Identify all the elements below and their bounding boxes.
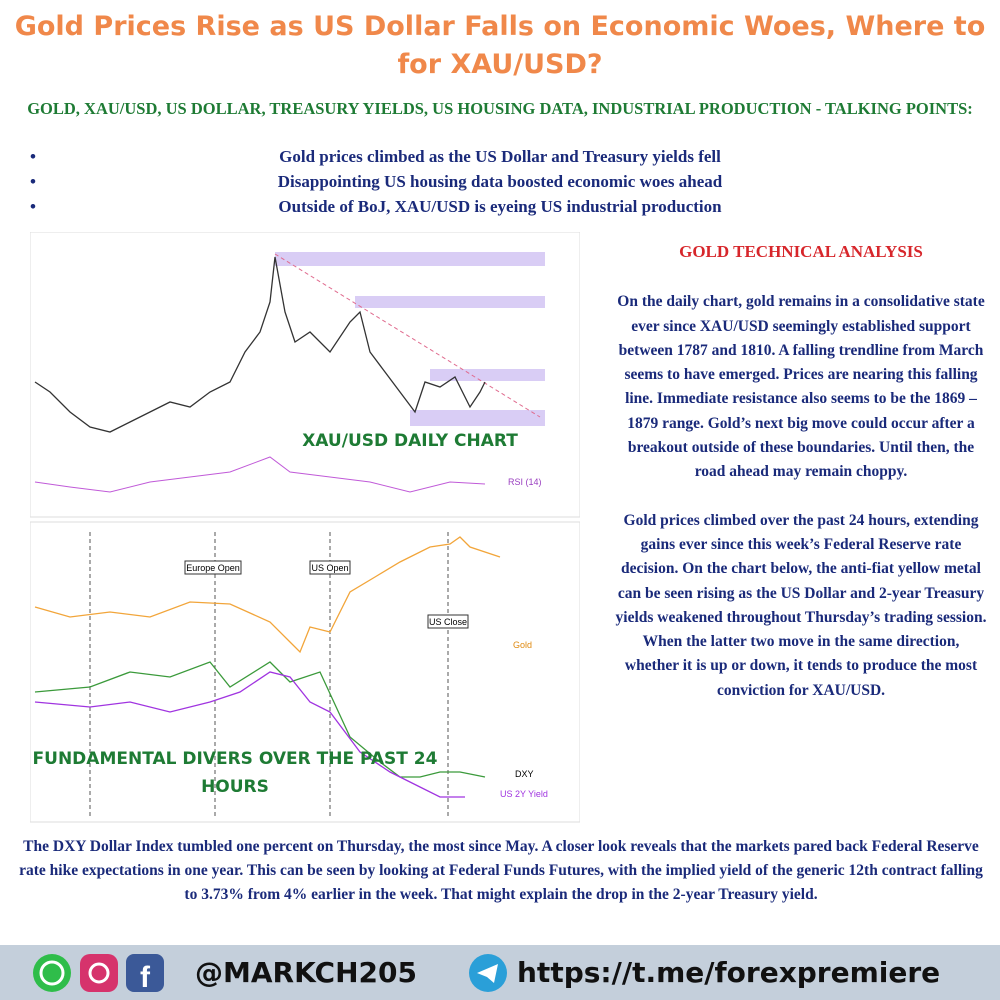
intraday-chart-frame xyxy=(30,521,580,823)
icon-shape: f xyxy=(140,961,151,994)
subtitle: GOLD, XAU/USD, US DOLLAR, TREASURY YIELD… xyxy=(27,99,973,118)
zone xyxy=(430,369,545,381)
marker-box xyxy=(184,560,242,575)
trendline xyxy=(274,253,541,418)
marker-box xyxy=(427,614,469,629)
footer: f @MARKCH205 https://t.me/forexpremiere xyxy=(0,945,1000,1000)
legend: US 2Y Yield xyxy=(500,789,548,799)
chart-label: XAU/USD DAILY CHART xyxy=(302,431,518,451)
bullet: • Disappointing US housing data boosted e… xyxy=(30,172,723,191)
icon-shape xyxy=(33,954,71,992)
body-paragraph: The DXY Dollar Index tumbled one percent… xyxy=(19,838,983,903)
paragraph: On the daily chart, gold remains in a co… xyxy=(617,293,985,481)
link[interactable]: https://t.me/forexpremiere xyxy=(517,956,941,989)
paragraph: Gold prices climbed over the past 24 hou… xyxy=(615,511,987,699)
marker-box xyxy=(309,560,351,575)
bullet: • Gold prices climbed as the US Dollar an… xyxy=(30,147,721,166)
title: Gold Prices Rise as US Dollar Falls on E… xyxy=(14,11,986,80)
zone xyxy=(410,410,545,426)
legend: DXY xyxy=(515,769,534,779)
telegram-icon xyxy=(469,954,507,992)
chart-images: RSI (14) Europe Open US Open US Close Go… xyxy=(30,232,580,823)
bullet: • Outside of BoJ, XAU/USD is eyeing US in… xyxy=(30,197,722,216)
analysis-heading: GOLD TECHNICAL ANALYSIS xyxy=(679,242,923,261)
icon-shape xyxy=(126,954,164,992)
icon-shape xyxy=(80,954,118,992)
chart-label: FUNDAMENTAL DIVERS OVER THE PAST 24 HOUR… xyxy=(32,749,438,797)
indicator-label: RSI (14) xyxy=(508,477,542,487)
price-line xyxy=(34,256,486,433)
dxy-line xyxy=(34,661,486,778)
social-icons: f xyxy=(33,954,164,994)
gold-line xyxy=(34,536,501,654)
yield-line xyxy=(34,671,465,798)
marker: US Open xyxy=(311,563,348,573)
marker: Europe Open xyxy=(186,563,240,573)
zone xyxy=(355,296,545,308)
zone xyxy=(275,252,545,266)
handle: @MARKCH205 xyxy=(195,956,417,989)
legend: Gold xyxy=(513,640,532,650)
marker: US Close xyxy=(429,617,467,627)
analysis: GOLD TECHNICAL ANALYSIS On the daily cha… xyxy=(615,240,987,727)
icon-shape xyxy=(477,964,498,983)
icon-shape xyxy=(39,960,65,986)
rsi-line xyxy=(34,456,486,493)
icon-shape xyxy=(88,962,110,984)
